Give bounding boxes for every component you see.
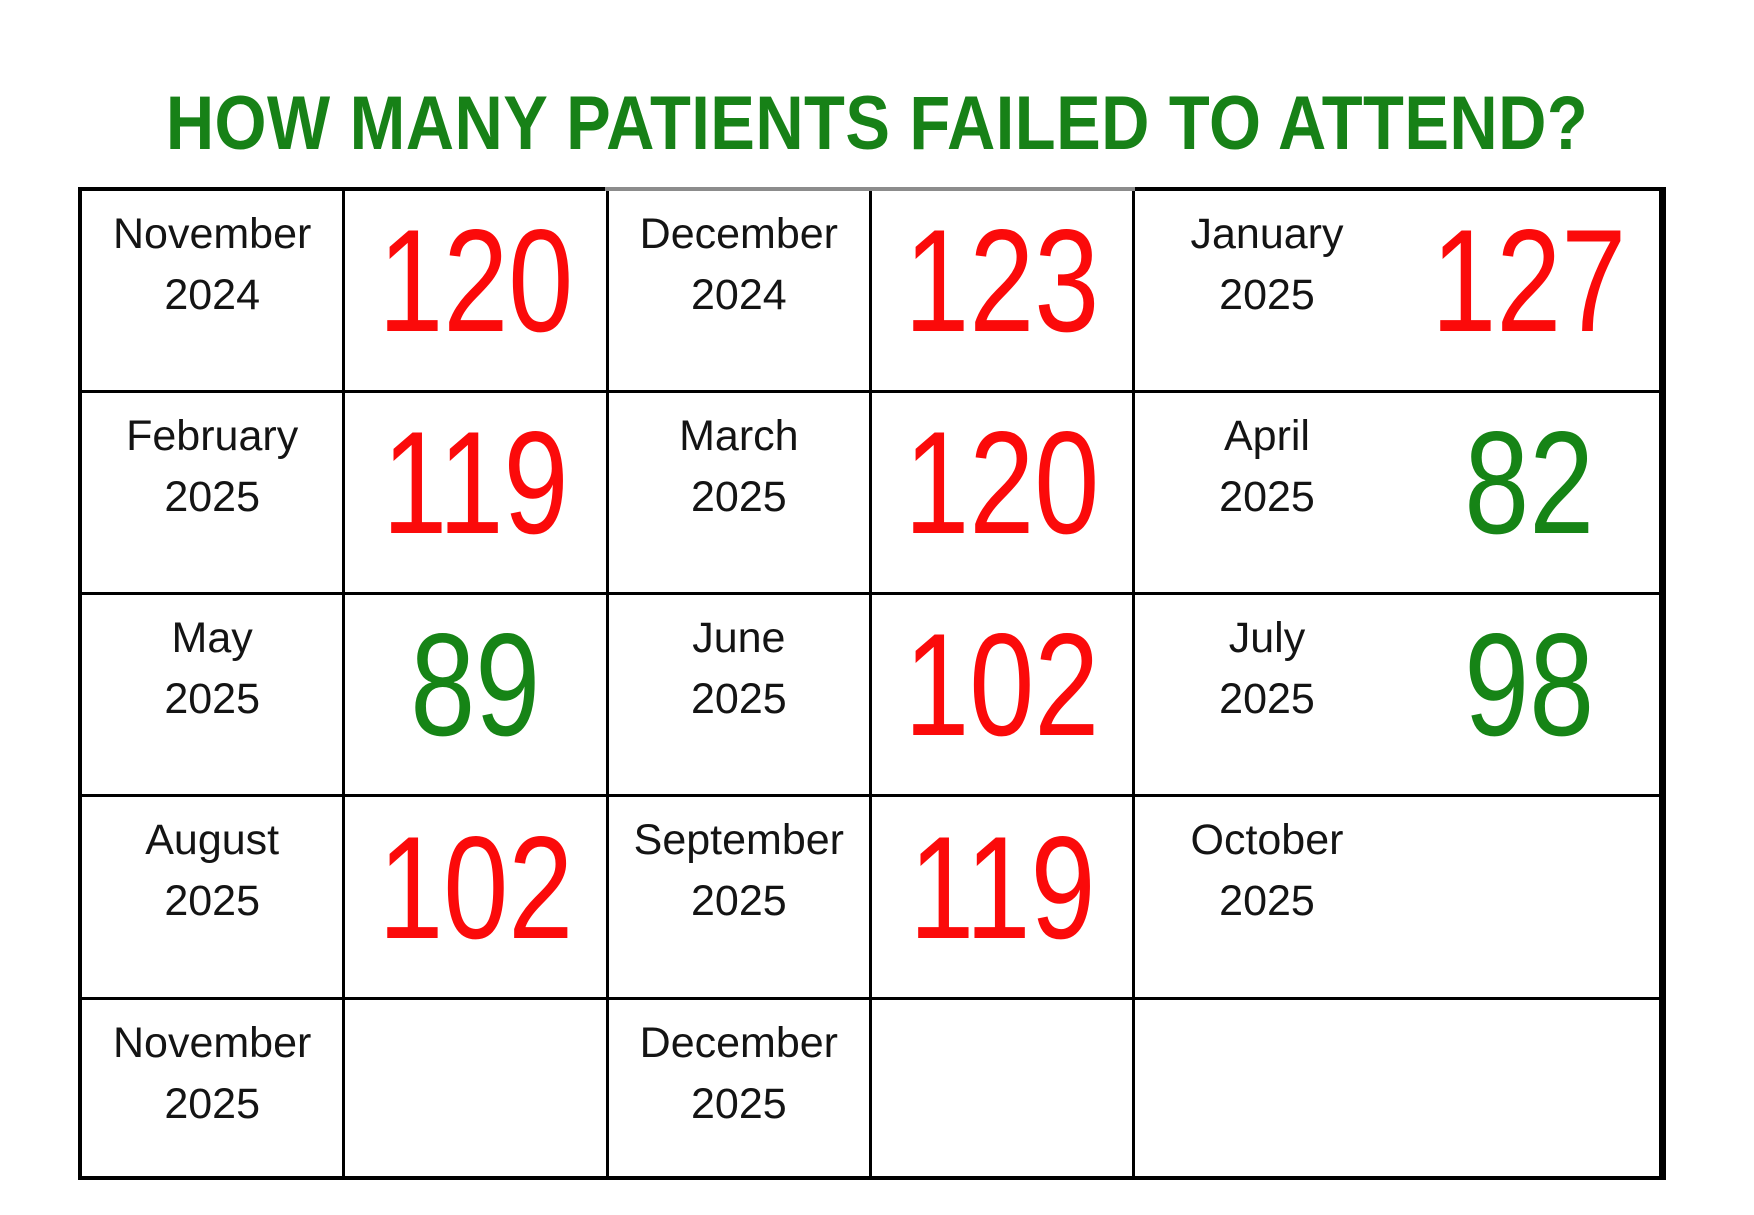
value-cell-june-2025: 102 bbox=[872, 594, 1136, 797]
month-cell-march-2025: March 2025 bbox=[608, 392, 872, 595]
month-label: May bbox=[171, 613, 253, 662]
value-label: 120 bbox=[904, 401, 1100, 565]
year-label: 2025 bbox=[164, 876, 260, 925]
empty-cell-november-2025-value bbox=[345, 1000, 609, 1176]
month-label: October bbox=[1190, 815, 1344, 864]
empty-cell-october-2025-value bbox=[1398, 796, 1662, 1001]
value-cell-november-2024: 120 bbox=[345, 191, 609, 393]
month-cell-may-2025: May 2025 bbox=[82, 594, 346, 797]
month-label: December bbox=[639, 210, 838, 258]
month-cell-november-2024: November 2024 bbox=[82, 191, 346, 393]
empty-cell-r5c5 bbox=[1135, 1000, 1399, 1176]
month-label: March bbox=[679, 411, 799, 460]
month-label: July bbox=[1228, 613, 1306, 662]
value-cell-december-2024: 123 bbox=[872, 191, 1136, 393]
month-cell-september-2025: September 2025 bbox=[608, 796, 872, 1001]
value-cell-march-2025: 120 bbox=[872, 392, 1136, 595]
year-label: 2025 bbox=[164, 1080, 260, 1129]
year-label: 2025 bbox=[1219, 674, 1315, 723]
year-label: 2025 bbox=[1219, 472, 1315, 521]
month-label: August bbox=[145, 815, 280, 864]
year-label: 2025 bbox=[1219, 271, 1315, 320]
value-label: 123 bbox=[904, 199, 1100, 363]
value-cell-april-2025: 82 bbox=[1398, 392, 1662, 595]
month-label: November bbox=[112, 1019, 312, 1068]
value-label: 98 bbox=[1463, 603, 1594, 767]
top-border-artifact bbox=[605, 187, 1135, 191]
value-label: 102 bbox=[904, 603, 1100, 767]
value-label: 119 bbox=[909, 805, 1096, 969]
value-cell-january-2025: 127 bbox=[1398, 191, 1662, 393]
year-label: 2024 bbox=[690, 271, 787, 320]
month-label: December bbox=[639, 1019, 838, 1068]
value-cell-february-2025: 119 bbox=[345, 392, 609, 595]
month-cell-january-2025: January 2025 bbox=[1135, 191, 1399, 393]
value-cell-august-2025: 102 bbox=[345, 796, 609, 1001]
year-label: 2025 bbox=[1219, 876, 1315, 925]
year-label: 2025 bbox=[690, 876, 787, 925]
year-label: 2024 bbox=[164, 271, 260, 320]
value-label: 102 bbox=[378, 805, 573, 969]
month-cell-december-2024: December 2024 bbox=[608, 191, 872, 393]
value-label: 82 bbox=[1463, 401, 1594, 565]
value-cell-july-2025: 98 bbox=[1398, 594, 1662, 797]
month-cell-june-2025: June 2025 bbox=[608, 594, 872, 797]
value-cell-september-2025: 119 bbox=[872, 796, 1136, 1001]
year-label: 2025 bbox=[690, 1080, 787, 1129]
month-cell-april-2025: April 2025 bbox=[1135, 392, 1399, 595]
month-cell-july-2025: July 2025 bbox=[1135, 594, 1399, 797]
value-label: 89 bbox=[410, 603, 541, 767]
month-label: September bbox=[633, 815, 844, 864]
page-title: HOW MANY PATIENTS FAILED TO ATTEND? bbox=[165, 81, 1589, 166]
month-cell-november-2025: November 2025 bbox=[82, 1000, 346, 1176]
month-cell-february-2025: February 2025 bbox=[82, 392, 346, 595]
year-label: 2025 bbox=[164, 472, 260, 521]
month-label: February bbox=[126, 411, 299, 460]
month-label: June bbox=[692, 613, 786, 662]
month-label: April bbox=[1223, 411, 1310, 460]
year-label: 2025 bbox=[690, 472, 787, 521]
month-cell-august-2025: August 2025 bbox=[82, 796, 346, 1001]
value-cell-may-2025: 89 bbox=[345, 594, 609, 797]
empty-cell-december-2025-value bbox=[872, 1000, 1136, 1176]
month-label: January bbox=[1190, 210, 1344, 258]
empty-cell-r5c6 bbox=[1398, 1000, 1662, 1176]
month-cell-october-2025: October 2025 bbox=[1135, 796, 1399, 1001]
value-label: 127 bbox=[1431, 199, 1627, 363]
value-label: 120 bbox=[378, 199, 573, 363]
year-label: 2025 bbox=[164, 674, 260, 723]
month-label: November bbox=[112, 210, 312, 258]
value-label: 119 bbox=[382, 401, 569, 565]
month-cell-december-2025: December 2025 bbox=[608, 1000, 872, 1176]
year-label: 2025 bbox=[690, 674, 787, 723]
attendance-table: November 2024 120 December 2024 123 Janu… bbox=[78, 187, 1666, 1180]
